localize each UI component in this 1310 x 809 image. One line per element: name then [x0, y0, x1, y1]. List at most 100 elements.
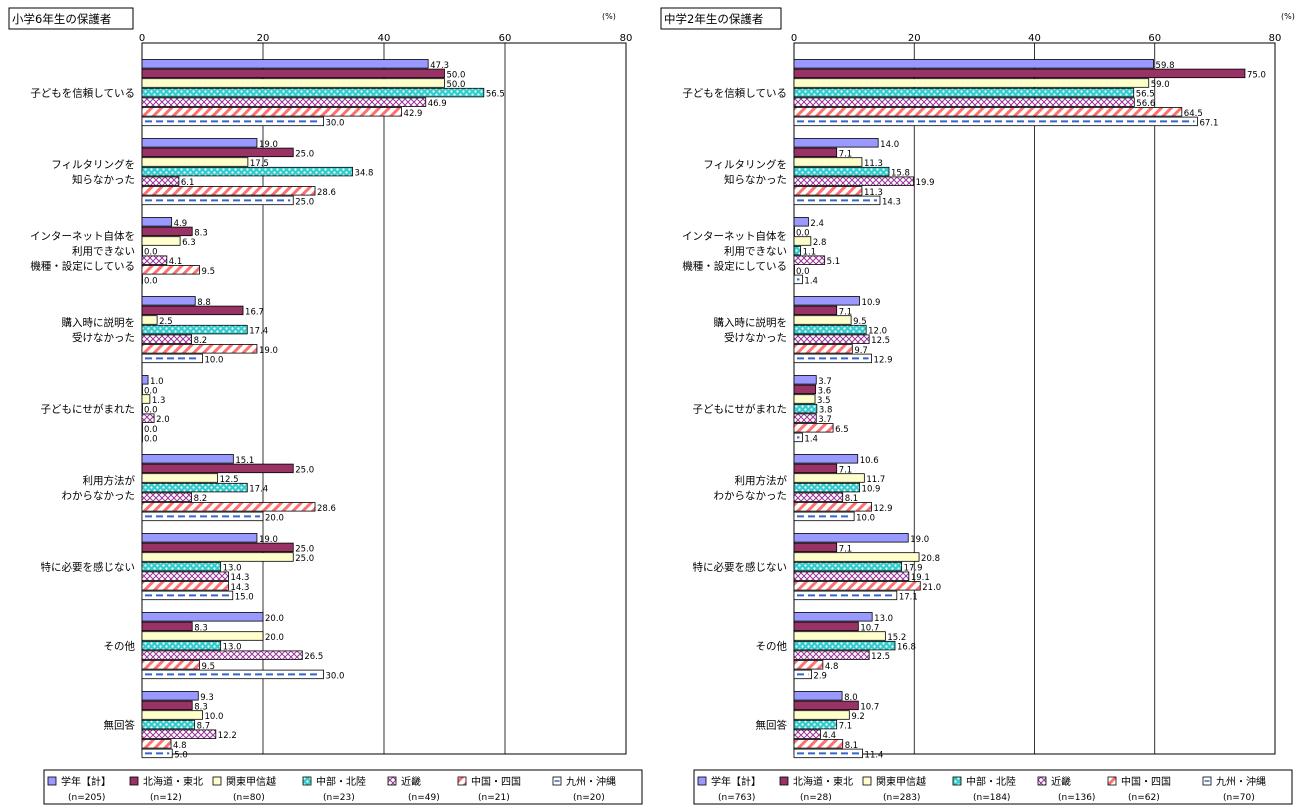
legend-label: 関東甲信越 — [226, 775, 276, 788]
bar — [793, 571, 910, 581]
legend-n: (n=20) — [573, 793, 605, 803]
bar — [141, 650, 303, 660]
category-label: フィルタリングを — [51, 158, 135, 171]
bar — [793, 315, 852, 325]
bar — [141, 482, 248, 493]
bar — [793, 482, 860, 493]
legend-n: (n=28) — [800, 793, 832, 803]
data-label: 19.0 — [910, 535, 929, 545]
bar — [141, 473, 219, 483]
data-label: 0.0 — [144, 434, 158, 444]
category-label: 機種・設定にしている — [682, 260, 787, 273]
bar — [793, 157, 863, 167]
category-label: 知らなかった — [72, 173, 135, 186]
category-label: その他 — [756, 640, 788, 653]
legend-swatch — [1037, 776, 1047, 786]
data-label: 1.4 — [804, 434, 818, 444]
category-label: 無回答 — [756, 719, 788, 732]
legend-swatch — [779, 776, 789, 786]
data-label: 0.0 — [796, 267, 810, 277]
bar — [141, 590, 234, 601]
legend-label: 中部・北陸 — [966, 775, 1016, 788]
data-label: 75.0 — [1247, 70, 1266, 80]
bar — [141, 315, 158, 325]
bar — [141, 413, 155, 423]
data-label: 7.1 — [839, 465, 853, 475]
data-label: 20.0 — [265, 614, 284, 624]
category-label: その他 — [104, 640, 136, 653]
category-label: 子どもを信頼している — [682, 88, 787, 100]
bar — [793, 463, 838, 474]
bar — [141, 423, 143, 433]
data-label: 8.8 — [197, 298, 211, 308]
bar — [793, 166, 890, 177]
data-label: 8.1 — [845, 494, 859, 504]
bar — [141, 138, 258, 148]
bar — [793, 581, 921, 591]
unit-label: (%) — [1281, 12, 1295, 21]
data-label: 19.0 — [259, 535, 278, 545]
legend-label: 中国・四国 — [1121, 775, 1171, 788]
legend-n: (n=49) — [408, 793, 440, 803]
legend-n: (n=205) — [68, 793, 105, 803]
category-label: わからなかった — [714, 490, 788, 502]
data-label: 5.1 — [827, 257, 841, 267]
data-label: 8.3 — [194, 623, 208, 633]
bar — [793, 138, 879, 148]
legend: 学年【計】 (n=205) 北海道・東北 (n=12) 関東甲信越 (n=80) 中部・北陸… — [43, 769, 643, 805]
legend-n: (n=184) — [973, 793, 1010, 803]
bar — [141, 384, 143, 395]
data-label: 0.0 — [144, 386, 158, 396]
bar — [141, 571, 229, 581]
legend-swatch — [47, 776, 57, 786]
bar — [793, 78, 1150, 88]
bar — [793, 334, 870, 344]
bar — [793, 612, 873, 622]
legend-n: (n=763) — [718, 793, 755, 803]
bar — [793, 729, 821, 739]
data-label: 21.0 — [922, 583, 941, 593]
data-label: 10.0 — [856, 513, 875, 523]
data-label: 16.8 — [897, 643, 916, 653]
bar — [793, 403, 818, 414]
data-label: 12.9 — [874, 355, 893, 365]
data-label: 4.8 — [825, 662, 839, 672]
data-label: 47.3 — [430, 61, 449, 71]
bar — [793, 691, 843, 701]
data-label: 13.0 — [874, 614, 893, 624]
data-label: 3.8 — [819, 406, 833, 416]
data-label: 12.9 — [874, 504, 893, 514]
data-label: 8.1 — [845, 741, 859, 751]
data-label: 6.1 — [181, 178, 195, 188]
data-label: 56.5 — [486, 90, 505, 100]
tick-label: 40 — [378, 33, 391, 44]
bar — [141, 691, 199, 701]
legend-swatch — [1107, 776, 1117, 786]
bar — [793, 561, 903, 572]
legend-label: 近畿 — [401, 775, 421, 788]
category-label: 子どもにせがまれた — [41, 403, 136, 416]
category-label: インターネット自体を — [30, 230, 135, 243]
data-label: 6.5 — [835, 425, 849, 435]
bar — [141, 334, 193, 344]
legend-swatch — [387, 776, 397, 786]
data-label: 6.3 — [182, 238, 196, 248]
tick-label: 80 — [1269, 33, 1282, 44]
data-label: 20.8 — [921, 554, 940, 564]
bar — [141, 245, 143, 256]
data-label: 50.0 — [447, 70, 466, 80]
data-label: 15.8 — [891, 169, 910, 179]
data-label: 28.6 — [317, 188, 336, 198]
bar — [793, 384, 817, 395]
bar — [793, 255, 826, 265]
data-label: 9.3 — [200, 693, 214, 703]
bar — [141, 502, 316, 512]
chart-title-box — [8, 7, 134, 30]
legend-label: 九州・沖縄 — [566, 775, 616, 788]
data-label: 12.0 — [868, 327, 887, 337]
bar — [141, 59, 429, 69]
data-label: 19.1 — [911, 573, 930, 583]
bar — [793, 176, 915, 186]
category-label: 無回答 — [104, 719, 136, 732]
